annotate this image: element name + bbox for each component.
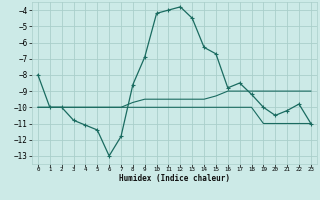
X-axis label: Humidex (Indice chaleur): Humidex (Indice chaleur) xyxy=(119,174,230,183)
